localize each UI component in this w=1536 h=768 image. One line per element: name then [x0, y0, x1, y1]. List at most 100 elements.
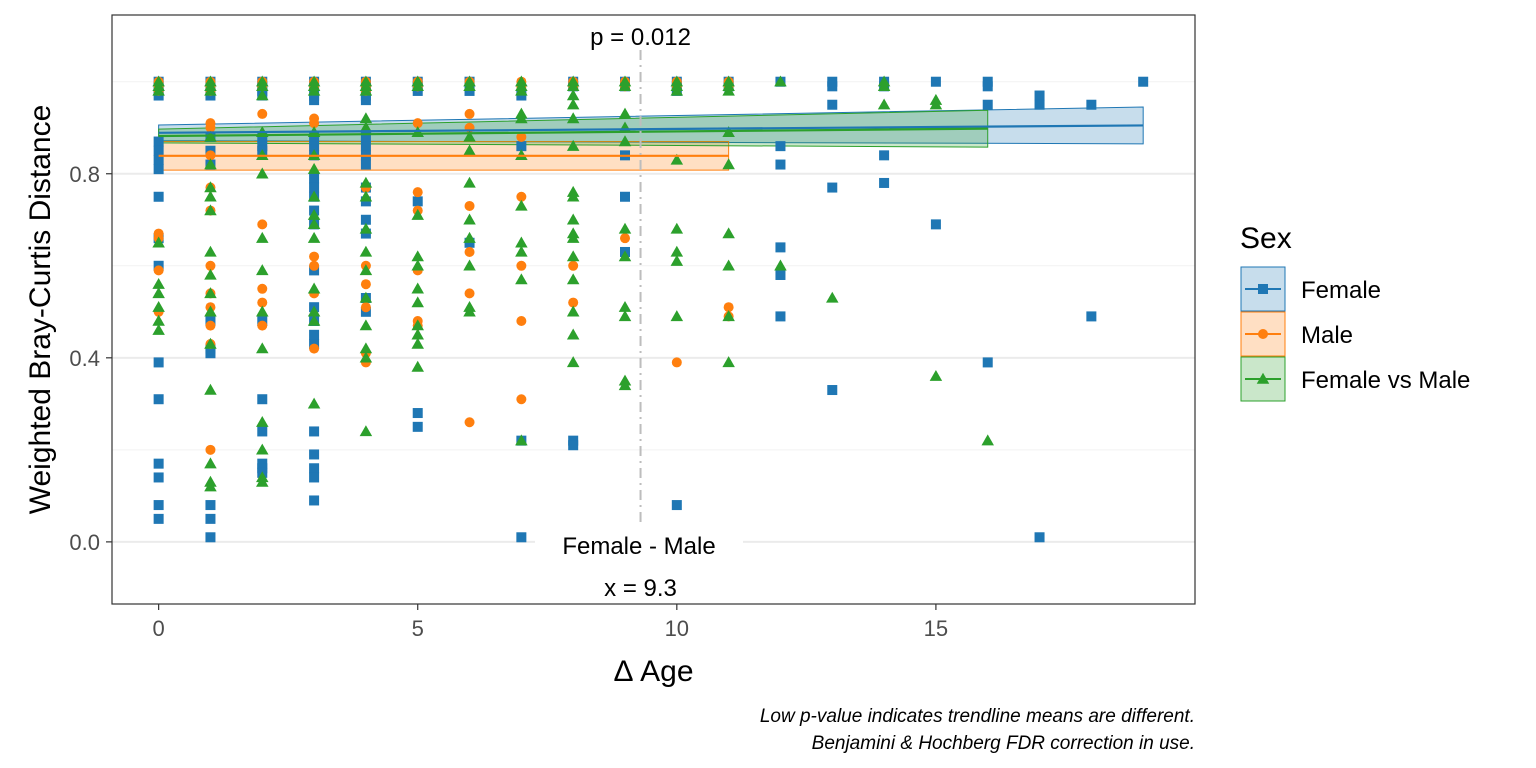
data-point-triangle — [204, 268, 217, 280]
trend-line-0 — [158, 124, 1144, 134]
data-point-triangle — [256, 80, 269, 92]
data-point-triangle — [670, 222, 684, 234]
data-point-square — [309, 182, 320, 193]
data-point-triangle — [566, 139, 580, 151]
data-point-circle — [671, 357, 682, 368]
data-point-square — [360, 214, 371, 225]
data-point-triangle — [618, 107, 632, 119]
data-point-triangle — [204, 337, 217, 349]
data-point-triangle — [618, 222, 632, 234]
data-point-triangle — [463, 231, 476, 243]
data-point-square — [153, 136, 164, 147]
data-point-square — [153, 154, 164, 165]
data-point-triangle — [774, 259, 787, 271]
data-point-triangle — [359, 342, 373, 354]
legend-label: Male — [1301, 322, 1353, 349]
data-point-square — [775, 242, 786, 253]
data-point-circle — [464, 108, 475, 119]
data-point-square — [516, 532, 527, 543]
data-point-triangle — [463, 259, 476, 271]
data-point-triangle — [307, 397, 321, 409]
data-point-triangle — [722, 158, 735, 170]
data-point-triangle — [307, 84, 321, 96]
data-point-circle — [309, 118, 320, 129]
data-points — [152, 75, 1149, 543]
data-point-square — [568, 440, 579, 451]
data-point-triangle — [515, 434, 528, 446]
x-axis-title: Δ Age — [613, 655, 693, 688]
annotations: p = 0.012 Female - Male x = 9.3 — [535, 24, 743, 602]
data-point-triangle — [204, 480, 217, 492]
data-point-triangle — [722, 310, 735, 322]
data-point-triangle — [359, 351, 373, 363]
data-point-triangle — [152, 287, 165, 299]
data-point-triangle — [670, 245, 684, 257]
data-point-square — [982, 357, 993, 368]
data-point-triangle — [515, 236, 528, 248]
data-point-triangle — [359, 245, 373, 257]
data-point-square — [309, 141, 320, 152]
data-point-square — [671, 500, 682, 511]
data-point-triangle — [359, 190, 373, 202]
data-point-triangle — [204, 84, 217, 96]
data-point-circle — [205, 444, 216, 455]
legend: Sex Female Male Female vs Male — [1240, 222, 1470, 402]
data-point-square — [775, 141, 786, 152]
vline-x-label: x = 9.3 — [604, 575, 677, 602]
data-point-triangle — [929, 98, 943, 110]
data-point-square — [309, 495, 320, 506]
panel-border — [111, 14, 1196, 605]
data-point-circle — [464, 288, 475, 299]
data-point-triangle — [722, 259, 735, 271]
data-point-square — [309, 449, 320, 460]
legend-label: Female vs Male — [1301, 367, 1470, 394]
data-point-triangle — [204, 181, 217, 193]
data-point-square — [827, 81, 838, 92]
data-point-triangle — [515, 84, 528, 96]
data-point-triangle — [515, 149, 528, 161]
data-point-triangle — [463, 144, 476, 156]
data-point-triangle — [307, 190, 321, 202]
data-point-square — [153, 458, 164, 469]
data-point-triangle — [307, 208, 321, 220]
data-point-square — [153, 164, 164, 175]
data-point-square — [153, 191, 164, 202]
data-point-square — [775, 311, 786, 322]
data-point-triangle — [307, 162, 321, 174]
data-point-triangle — [722, 227, 735, 239]
axes: 0.0 0.4 0.8 0 5 10 15 — [69, 162, 948, 641]
data-point-triangle — [411, 208, 424, 220]
data-point-circle — [412, 187, 423, 198]
data-point-triangle — [515, 199, 528, 211]
data-point-circle — [464, 417, 475, 428]
data-point-triangle — [566, 112, 580, 124]
data-point-triangle — [566, 250, 580, 262]
data-point-square — [412, 421, 423, 432]
data-point-circle — [723, 302, 734, 313]
data-point-square — [982, 99, 993, 110]
data-point-square — [827, 182, 838, 193]
data-point-square — [360, 159, 371, 170]
data-point-circle — [516, 316, 527, 327]
data-point-square — [1086, 311, 1097, 322]
data-point-triangle — [411, 250, 424, 262]
data-point-square — [153, 394, 164, 405]
data-point-triangle — [152, 323, 165, 335]
data-point-triangle — [463, 213, 476, 225]
y-axis-title: Weighted Bray-Curtis Distance — [24, 105, 57, 515]
data-point-triangle — [307, 231, 321, 243]
data-point-triangle — [566, 273, 580, 285]
data-point-triangle — [618, 300, 632, 312]
data-point-triangle — [566, 190, 580, 202]
data-point-square — [930, 219, 941, 230]
data-point-circle — [620, 233, 630, 244]
data-point-square — [412, 408, 423, 419]
data-point-circle — [360, 302, 371, 313]
data-point-triangle — [204, 383, 217, 395]
data-point-circle — [516, 394, 527, 405]
data-point-triangle — [981, 434, 994, 446]
data-point-circle — [257, 108, 268, 119]
data-point-triangle — [307, 282, 321, 294]
diff-label-background — [535, 529, 743, 563]
